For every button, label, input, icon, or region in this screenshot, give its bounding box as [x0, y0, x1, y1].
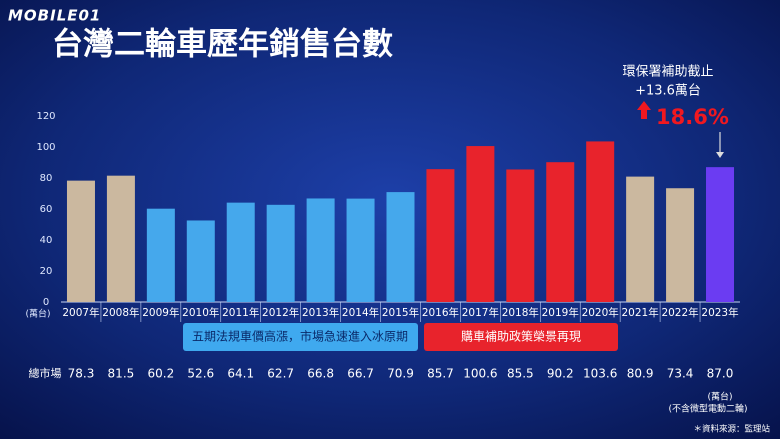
- x-tick-label: 2008年: [102, 306, 139, 319]
- value-label: 85.5: [507, 367, 534, 381]
- growth-label: 18.6%: [656, 105, 729, 129]
- bar: [466, 146, 495, 302]
- logo: MOBILE01: [8, 7, 101, 25]
- bar: [426, 169, 455, 302]
- value-label: 103.6: [583, 367, 617, 381]
- y-unit: (萬台): [25, 308, 50, 320]
- callout-pointer-head: [716, 152, 724, 158]
- up-arrow: [637, 101, 651, 119]
- bar: [386, 192, 415, 302]
- x-tick-label: 2012年: [262, 306, 299, 319]
- x-tick-label: 2019年: [542, 306, 579, 319]
- bar: [706, 167, 735, 302]
- row-label: 總市場: [29, 366, 62, 380]
- y-tick-label: 80: [40, 173, 53, 184]
- value-label: 100.6: [463, 367, 497, 381]
- value-label: 66.7: [347, 367, 374, 381]
- x-tick-label: 2011年: [222, 306, 259, 319]
- value-label: 80.9: [627, 367, 654, 381]
- period-box: [183, 323, 418, 351]
- bar: [266, 204, 295, 302]
- y-tick-label: 100: [36, 142, 55, 153]
- x-tick-label: 2007年: [62, 306, 99, 319]
- bar: [666, 188, 695, 302]
- x-tick-label: 2015年: [382, 306, 419, 319]
- bar: [346, 198, 375, 302]
- value-label: 81.5: [108, 367, 135, 381]
- x-tick-label: 2009年: [142, 306, 179, 319]
- value-label: 73.4: [667, 367, 694, 381]
- callout-line: +13.6萬台: [635, 84, 701, 99]
- bar: [546, 162, 575, 302]
- value-label: 90.2: [547, 367, 574, 381]
- bar: [306, 198, 335, 302]
- value-label: 87.0: [707, 367, 734, 381]
- x-tick-label: 2018年: [502, 306, 539, 319]
- bar: [66, 180, 95, 302]
- bar: [626, 176, 655, 302]
- value-label: 64.1: [227, 367, 254, 381]
- x-tick-label: 2023年: [701, 306, 738, 319]
- bar: [146, 208, 175, 302]
- period-box: [424, 323, 618, 351]
- value-label: 85.7: [427, 367, 454, 381]
- y-tick-label: 120: [36, 111, 55, 122]
- period-label: 五期法規車價高漲，市場急速進入冰原期: [192, 329, 408, 344]
- value-label: 78.3: [68, 367, 95, 381]
- x-tick-label: 2020年: [582, 306, 619, 319]
- value-label: 62.7: [267, 367, 294, 381]
- value-label: 66.8: [307, 367, 334, 381]
- source: ＊資料來源：監理站: [693, 424, 770, 435]
- y-tick-label: 20: [40, 266, 53, 277]
- unit-note: (萬台): [707, 391, 732, 403]
- period-label: 購車補助政策榮景再現: [461, 330, 581, 344]
- bar: [226, 202, 255, 302]
- chart-title: 台灣二輪車歷年銷售台數: [52, 27, 393, 63]
- x-tick-label: 2021年: [622, 306, 659, 319]
- value-label: 60.2: [147, 367, 174, 381]
- value-label: 52.6: [187, 367, 214, 381]
- x-tick-label: 2010年: [182, 306, 219, 319]
- scope-note: (不含微型電動二輪): [668, 403, 747, 415]
- y-tick-label: 40: [40, 235, 53, 246]
- x-tick-label: 2014年: [342, 306, 379, 319]
- x-tick-label: 2013年: [302, 306, 339, 319]
- y-tick-label: 0: [43, 297, 49, 308]
- bar: [186, 220, 215, 302]
- x-tick-label: 2022年: [661, 306, 698, 319]
- x-tick-label: 2016年: [422, 306, 459, 319]
- bar: [106, 175, 135, 302]
- y-tick-label: 60: [40, 204, 53, 215]
- value-label: 70.9: [387, 367, 414, 381]
- bar: [506, 169, 535, 302]
- bar: [586, 141, 615, 302]
- x-tick-label: 2017年: [462, 306, 499, 319]
- callout-line: 環保署補助截止: [622, 65, 713, 80]
